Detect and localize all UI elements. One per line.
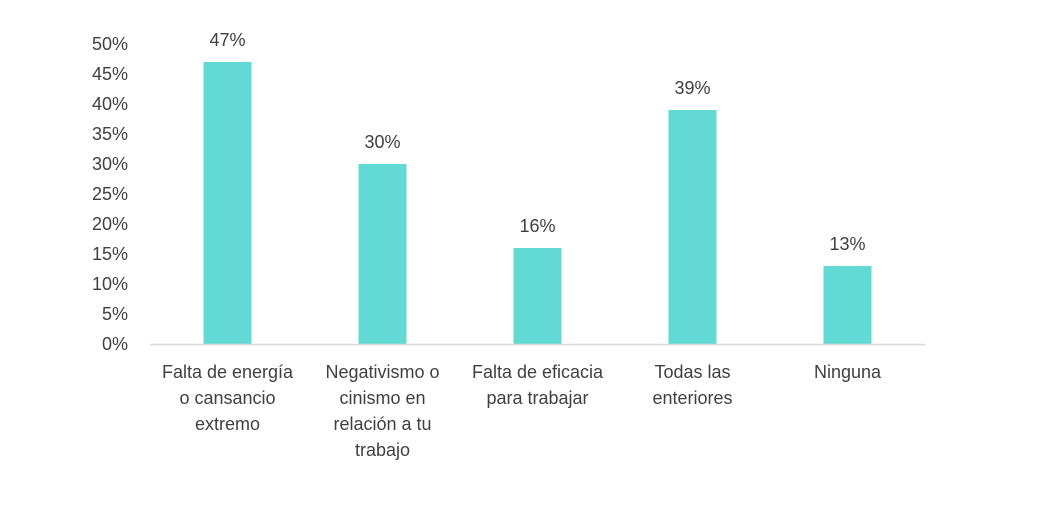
bar: [668, 110, 717, 344]
category-label-line: enteriores: [652, 388, 732, 408]
x-axis: Falta de energía o cansancio extremo Negati…: [162, 362, 882, 460]
bar: [358, 164, 407, 344]
category-label-line: o cansancio: [179, 388, 275, 408]
category-label-line: para trabajar: [486, 388, 588, 408]
data-label: 30%: [364, 132, 400, 152]
y-tick-label: 25%: [92, 184, 128, 204]
data-label: 13%: [829, 234, 865, 254]
category-label-line: extremo: [195, 414, 260, 434]
bar: [823, 266, 872, 344]
category-label: Ninguna: [814, 362, 882, 382]
category-label-line: relación a tu: [333, 414, 431, 434]
category-label-line: cinismo en: [339, 388, 425, 408]
y-tick-label: 35%: [92, 124, 128, 144]
y-tick-label: 20%: [92, 214, 128, 234]
category-label: Todas las enteriores: [652, 362, 732, 408]
y-tick-label: 45%: [92, 64, 128, 84]
y-tick-label: 15%: [92, 244, 128, 264]
category-label-line: trabajo: [355, 440, 410, 460]
category-label-line: Falta de eficacia: [472, 362, 604, 382]
y-axis: 0% 5% 10% 15% 20% 25% 30% 35% 40% 45% 50%: [92, 34, 128, 354]
y-tick-label: 40%: [92, 94, 128, 114]
y-tick-label: 50%: [92, 34, 128, 54]
bar: [203, 62, 252, 344]
bars: [203, 62, 872, 344]
data-label: 39%: [674, 78, 710, 98]
category-label-line: Todas las: [654, 362, 730, 382]
y-tick-label: 0%: [102, 334, 128, 354]
y-tick-label: 5%: [102, 304, 128, 324]
data-label: 16%: [519, 216, 555, 236]
category-label: Falta de eficacia para trabajar: [472, 362, 604, 408]
category-label-line: Negativismo o: [325, 362, 439, 382]
category-label-line: Falta de energía: [162, 362, 294, 382]
category-label: Falta de energía o cansancio extremo: [162, 362, 294, 434]
category-label: Negativismo o cinismo en relación a tu trab…: [325, 362, 439, 460]
bar: [513, 248, 562, 344]
data-label: 47%: [209, 30, 245, 50]
y-tick-label: 30%: [92, 154, 128, 174]
y-tick-label: 10%: [92, 274, 128, 294]
data-labels: 47% 30% 16% 39% 13%: [209, 30, 865, 254]
category-label-line: Ninguna: [814, 362, 882, 382]
